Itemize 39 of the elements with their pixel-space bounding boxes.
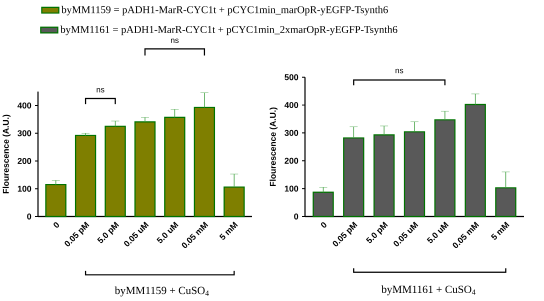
y-tick-label: 200 [18,158,32,164]
x-tick-label: 5 mM [490,222,510,240]
bar [343,137,364,218]
x-tick-label: 5 mM [219,222,238,240]
x-tick-label: 0 [54,222,59,228]
bar [74,134,96,218]
bar [404,131,426,218]
legend-label: byMM1161 = pADH1-MarR-CYC1t + pCYC1min_2xmarOpR-yEGFP-Tsynth6 [60,26,398,36]
y-axis-title: Flourescence (A.U.) [2,114,11,194]
x-axis-title: byMM1159 + CuSO$_{4}$ [114,286,209,296]
y-tick-label: 0 [294,214,298,220]
y-tick-label: 500 [284,74,298,80]
x-tick-label: 5.0 pM [97,222,120,244]
x-tick-label: 5.0 pM [366,222,388,244]
y-tick-label: 100 [284,186,298,192]
x-axis-title: byMM1161 + CuSO$_{4}$ [381,285,476,296]
bar [194,106,216,218]
x-tick-label: 5.0 uM [426,222,449,244]
bar [312,192,334,218]
legend-label: byMM1159 = pADH1-MarR-CYC1t + pCYC1min_marOpR-yEGFP-Tsynth6 [61,6,388,16]
bar [464,104,486,218]
bar [45,184,66,218]
y-axis-title: Flourescence (A.U.) [270,108,278,186]
y-tick-label: 400 [284,102,298,108]
bar [164,116,186,218]
bar [134,121,156,218]
bar [495,187,516,218]
y-tick-label: 200 [284,158,298,164]
bar [104,126,126,218]
x-tick-label: 0 [320,222,326,228]
y-tick-label: 100 [18,186,32,192]
y-tick-label: 300 [284,130,298,136]
y-tick-label: 0 [27,214,32,220]
bar [373,134,395,218]
bar [224,186,245,218]
x-tick-label: 5.0 uM [156,222,178,244]
y-tick-label: 400 [17,102,32,108]
bar [434,119,456,218]
y-tick-label: 300 [18,130,32,136]
